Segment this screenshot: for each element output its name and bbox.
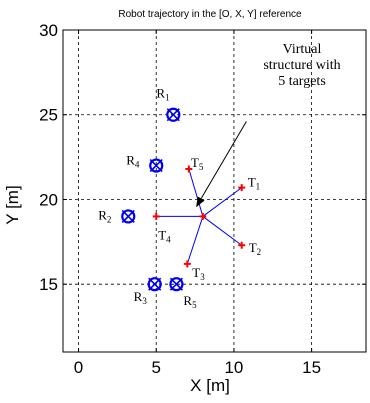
robot-cross [169,277,183,291]
robot-label: R2 [98,207,111,224]
x-tick-label: 5 [151,358,160,377]
x-tick-label: 15 [302,358,321,377]
robot-label: R1 [156,86,169,103]
target-label: T2 [249,240,261,257]
robot-marker [149,158,164,173]
target-marker [185,165,193,173]
annotation-text: 5 targets [278,74,326,89]
annotation-text: Virtual [283,42,322,57]
structure-link [188,168,204,217]
y-tick-label: 20 [39,190,58,209]
structure-link [186,216,204,265]
robot-circle [149,158,164,173]
target-label: T4 [158,227,171,244]
structure-link [202,187,242,217]
annotation-text: structure with [263,58,340,73]
robot-label: R4 [126,153,140,170]
target-marker [183,260,191,268]
target-label: T1 [248,175,260,192]
robot-marker [166,107,181,122]
axis-ticks: 0 5 10 15 15 20 25 30 [39,21,366,377]
robot-cross [121,209,135,223]
structure-link [202,216,242,246]
y-tick-label: 15 [39,275,58,294]
target-marker [238,184,246,192]
y-axis-label: Y [m] [3,185,22,224]
virtual-structure [156,168,242,265]
target-marker [238,241,246,249]
targets: T1 T2 T3 T4 T5 [152,155,261,282]
chart-title: Robot trajectory in the [O, X, Y] refere… [118,9,302,20]
robot-cross [148,277,162,291]
x-axis-label: X [m] [190,376,230,395]
robot-marker [121,209,136,224]
structure-center-marker [199,212,207,220]
robot-circle [166,107,181,122]
annotation-arrow [196,121,247,208]
plot-frame [62,29,367,353]
robot-marker [147,277,162,292]
y-tick-label: 25 [39,106,58,125]
robot-circle [121,209,136,224]
robot-label: R3 [134,289,148,306]
target-label: T5 [191,155,204,172]
robot-cross [166,108,180,122]
target-marker [152,212,160,220]
x-tick-label: 10 [224,358,243,377]
robot-marker [169,277,184,292]
x-tick-label: 0 [74,358,83,377]
robot-cross [149,159,163,173]
robots: R1 R2 R3 R4 R5 [98,86,197,310]
robot-label: R5 [183,293,197,310]
robot-circle [147,277,162,292]
target-label: T3 [192,265,205,282]
y-tick-label: 30 [39,21,58,40]
robot-circle [169,277,184,292]
